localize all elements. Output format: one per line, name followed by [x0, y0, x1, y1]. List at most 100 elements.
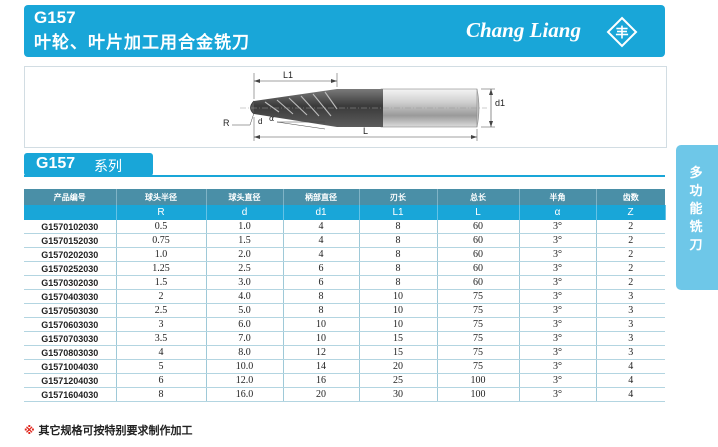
table-cell: 4.0 — [206, 289, 284, 304]
table-cell: 2 — [596, 233, 665, 248]
column-symbol: d1 — [283, 205, 360, 220]
column-header: 总长 — [437, 189, 520, 205]
part-number-cell: G1570803030 — [24, 345, 117, 360]
table-cell: 3° — [519, 233, 597, 248]
table-cell: 8 — [283, 289, 360, 304]
series-divider — [24, 175, 665, 177]
table-row: G1571004030 5 10.0 14 20 75 3° 4 — [24, 359, 665, 374]
column-header: 球头直径 — [206, 189, 284, 205]
table-cell: 60 — [437, 275, 520, 290]
table-cell: 15 — [359, 345, 438, 360]
flute-lines — [264, 91, 338, 117]
table-cell: 3 — [596, 303, 665, 318]
label-alpha: α — [269, 114, 274, 123]
table-cell: 10 — [359, 289, 438, 304]
table-cell: 12 — [283, 345, 360, 360]
table-cell: 20 — [283, 387, 360, 402]
part-number-cell: G1570503030 — [24, 303, 117, 318]
table-cell: 3° — [519, 261, 597, 276]
table-cell: 3° — [519, 331, 597, 346]
column-symbol: Z — [596, 205, 666, 220]
label-R: R — [223, 118, 230, 128]
label-d1: d1 — [495, 98, 505, 108]
table-cell: 3° — [519, 303, 597, 318]
table-row: G1571604030 8 16.0 20 30 100 3° 4 — [24, 387, 665, 402]
table-cell: 4 — [283, 220, 360, 234]
table-cell: 8 — [359, 247, 438, 262]
part-number-cell: G1570302030 — [24, 275, 117, 290]
table-cell: 3° — [519, 220, 597, 234]
table-cell: 14 — [283, 359, 360, 374]
table-cell: 4 — [283, 233, 360, 248]
column-header: 半角 — [519, 189, 597, 205]
table-cell: 6 — [283, 261, 360, 276]
table-cell: 75 — [437, 331, 520, 346]
column-symbol: L1 — [359, 205, 438, 220]
table-cell: 10.0 — [206, 359, 284, 374]
product-name: 叶轮、叶片加工用合金铣刀 — [34, 33, 250, 53]
brand-name: Chang Liang — [466, 18, 581, 42]
table-cell: 3 — [596, 289, 665, 304]
table-cell: 8 — [359, 233, 438, 248]
table-row: G1570403030 2 4.0 8 10 75 3° 3 — [24, 289, 665, 304]
table-cell: 25 — [359, 373, 438, 388]
table-cell: 15 — [359, 331, 438, 346]
table-cell: 8.0 — [206, 345, 284, 360]
footnote: ※ 其它规格可按特别要求制作加工 — [24, 422, 193, 438]
table-row: G1570703030 3.5 7.0 10 15 75 3° 3 — [24, 331, 665, 346]
side-category-tab[interactable]: 多功能铣刀 — [676, 145, 718, 290]
table-row: G1570503030 2.5 5.0 8 10 75 3° 3 — [24, 303, 665, 318]
column-header: 刃长 — [359, 189, 438, 205]
table-cell: 2 — [116, 289, 207, 304]
table-cell: 8 — [283, 303, 360, 318]
table-cell: 4 — [283, 247, 360, 262]
table-cell: 3.5 — [116, 331, 207, 346]
ball-tip — [250, 100, 255, 115]
column-symbol: R — [116, 205, 207, 220]
table-cell: 16 — [283, 373, 360, 388]
table-cell: 3° — [519, 289, 597, 304]
table-row: G1570252030 1.25 2.5 6 8 60 3° 2 — [24, 261, 665, 276]
table-row: G1570603030 3 6.0 10 10 75 3° 3 — [24, 317, 665, 332]
table-cell: 30 — [359, 387, 438, 402]
table-cell: 2.5 — [116, 303, 207, 318]
table-cell: 8 — [116, 387, 207, 402]
part-number-cell: G1571204030 — [24, 373, 117, 388]
table-cell: 3° — [519, 247, 597, 262]
table-cell: 6.0 — [206, 317, 284, 332]
table-cell: 4 — [116, 345, 207, 360]
column-header: 齿数 — [596, 189, 665, 205]
series-code: G157 — [36, 155, 76, 172]
table-cell: 8 — [359, 275, 438, 290]
table-cell: 100 — [437, 373, 520, 388]
part-number-cell: G1571604030 — [24, 387, 117, 402]
table-cell: 1.25 — [116, 261, 207, 276]
table-cell: 3 — [596, 317, 665, 332]
brand-logo-icon: 丰 — [606, 16, 638, 48]
part-number-cell: G1570152030 — [24, 233, 117, 248]
table-cell: 60 — [437, 261, 520, 276]
table-cell: 0.75 — [116, 233, 207, 248]
table-cell: 7.0 — [206, 331, 284, 346]
table-cell: 2.0 — [206, 247, 284, 262]
table-row: G1571204030 6 12.0 16 25 100 3° 4 — [24, 373, 665, 388]
table-cell: 60 — [437, 247, 520, 262]
label-L1: L1 — [283, 70, 293, 80]
table-cell: 75 — [437, 289, 520, 304]
table-cell: 100 — [437, 387, 520, 402]
table-row: G1570803030 4 8.0 12 15 75 3° 3 — [24, 345, 665, 360]
table-cell: 3° — [519, 317, 597, 332]
table-row: G1570152030 0.75 1.5 4 8 60 3° 2 — [24, 233, 665, 248]
logo-glyph: 丰 — [615, 25, 628, 41]
part-number-cell: G1571004030 — [24, 359, 117, 374]
table-cell: 4 — [596, 373, 665, 388]
table-cell: 75 — [437, 345, 520, 360]
table-cell: 1.0 — [206, 220, 284, 234]
title-banner: G157 叶轮、叶片加工用合金铣刀 Chang Liang 丰 — [24, 5, 665, 57]
table-cell: 3° — [519, 373, 597, 388]
table-cell: 20 — [359, 359, 438, 374]
side-tab-label: 多功能铣刀 — [689, 166, 703, 253]
table-cell: 8 — [359, 261, 438, 276]
end-mill-diagram: L1 d1 R α d L — [223, 70, 505, 141]
